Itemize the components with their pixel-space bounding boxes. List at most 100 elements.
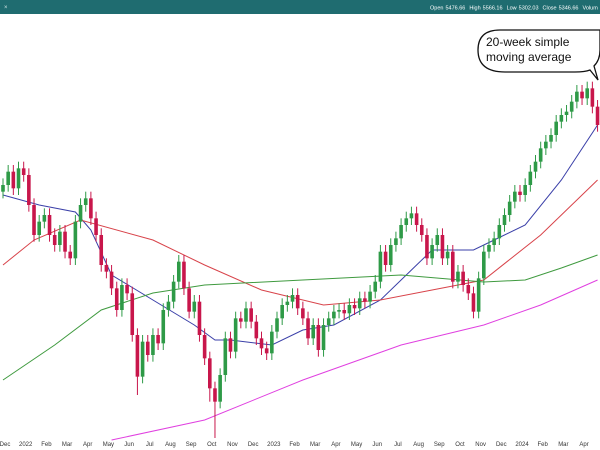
x-tick-label: Sep bbox=[434, 442, 445, 448]
plot-area: Dec 2022 Feb Mar Apr May Jun Jul Aug Sep Oct Nov Dec… bbox=[0, 81, 600, 448]
candle-body bbox=[202, 335, 207, 359]
candle-body bbox=[151, 335, 155, 355]
candle-body bbox=[440, 235, 445, 259]
candle-body bbox=[140, 341, 145, 377]
candle-body bbox=[383, 251, 388, 265]
callout-text: moving average bbox=[486, 50, 572, 64]
candle-body bbox=[280, 305, 284, 319]
candle-body bbox=[342, 310, 347, 314]
candle-body bbox=[176, 261, 181, 282]
header-label: Open bbox=[430, 6, 443, 12]
candle-body bbox=[575, 91, 579, 102]
candle-body bbox=[290, 295, 295, 302]
candle-body bbox=[585, 88, 590, 99]
x-tick-label: May bbox=[103, 442, 114, 448]
candle-body bbox=[104, 265, 109, 272]
header-value: 5566.16 bbox=[483, 6, 503, 12]
candle-body bbox=[538, 148, 543, 162]
x-tick-label: Apr bbox=[579, 442, 588, 448]
candle-body bbox=[42, 215, 47, 222]
candle-body bbox=[373, 281, 378, 292]
candle-body bbox=[259, 338, 264, 349]
candle-body bbox=[409, 213, 414, 219]
candle-body bbox=[502, 215, 507, 225]
candle-body bbox=[145, 341, 150, 355]
candle-body bbox=[321, 325, 326, 350]
moving-average-line bbox=[2, 254, 598, 381]
candle-body bbox=[249, 308, 253, 322]
candle-body bbox=[580, 91, 584, 99]
candle-body bbox=[32, 205, 36, 235]
x-tick-label: Dec bbox=[0, 442, 10, 448]
candle-body bbox=[378, 251, 383, 282]
candle-body bbox=[357, 298, 362, 309]
candle-body bbox=[99, 235, 104, 265]
candle-body bbox=[435, 235, 440, 245]
candle-body bbox=[414, 213, 419, 225]
header-value: 5302.03 bbox=[519, 6, 539, 12]
candle-body bbox=[497, 225, 502, 239]
x-tick-label: Oct bbox=[207, 442, 217, 448]
candle-body bbox=[285, 301, 290, 305]
candle-body bbox=[233, 318, 238, 352]
candle-body bbox=[554, 121, 558, 135]
x-tick-label: Sep bbox=[186, 442, 197, 448]
candle-body bbox=[347, 305, 352, 314]
candle-body bbox=[528, 171, 533, 185]
candle-body bbox=[450, 251, 455, 282]
candle-body bbox=[83, 198, 88, 205]
candle-body bbox=[166, 301, 171, 310]
candle-body bbox=[130, 293, 135, 335]
candle-body bbox=[559, 115, 564, 122]
candle-body bbox=[544, 141, 548, 149]
x-tick-label: May bbox=[351, 442, 362, 448]
candle-body bbox=[368, 291, 372, 302]
candle-body bbox=[306, 318, 310, 339]
candle-body bbox=[492, 238, 496, 245]
moving-average-line bbox=[2, 124, 598, 346]
candle-body bbox=[73, 221, 78, 259]
callout-bubble bbox=[477, 29, 600, 81]
x-tick-label: Aug bbox=[165, 442, 176, 448]
x-tick-label: 2022 bbox=[19, 442, 33, 448]
candle-body bbox=[513, 191, 517, 202]
candle-body bbox=[518, 191, 522, 195]
candle-body bbox=[213, 388, 217, 402]
x-tick-label: Feb bbox=[41, 442, 52, 448]
x-tick-label: Mar bbox=[62, 442, 72, 448]
candle-body bbox=[1, 185, 5, 192]
candle-body bbox=[352, 305, 357, 309]
header-value: 5346.66 bbox=[559, 6, 579, 12]
candle-body bbox=[197, 301, 202, 335]
x-tick-label: 2023 bbox=[267, 442, 281, 448]
candle-body bbox=[78, 205, 83, 222]
x-tick-label: Aug bbox=[413, 442, 424, 448]
candle-body bbox=[275, 318, 279, 332]
x-tick-label: Apr bbox=[331, 442, 340, 448]
candle-body bbox=[404, 218, 409, 225]
candle-body bbox=[445, 251, 450, 259]
header-bar bbox=[0, 0, 600, 14]
close-icon[interactable]: × bbox=[4, 5, 8, 11]
candle-body bbox=[461, 271, 465, 285]
candle-body bbox=[590, 88, 595, 107]
candle-body bbox=[456, 271, 460, 282]
candle-body bbox=[337, 310, 341, 312]
header-label: Low bbox=[507, 6, 517, 12]
candle-body bbox=[533, 161, 538, 172]
candle-body bbox=[569, 101, 574, 112]
candle-body bbox=[109, 271, 114, 289]
header-label: Volum bbox=[583, 6, 599, 12]
header-label: High bbox=[469, 6, 480, 12]
candle-body bbox=[6, 171, 10, 185]
candle-body bbox=[89, 198, 93, 219]
candle-body bbox=[171, 281, 176, 302]
candle-body bbox=[218, 375, 222, 402]
candle-body bbox=[388, 245, 393, 265]
candle-body bbox=[63, 231, 67, 252]
candle-body bbox=[182, 261, 186, 289]
x-tick-label: Jun bbox=[372, 442, 382, 448]
candle-body bbox=[239, 318, 243, 322]
candle-body bbox=[161, 310, 166, 344]
